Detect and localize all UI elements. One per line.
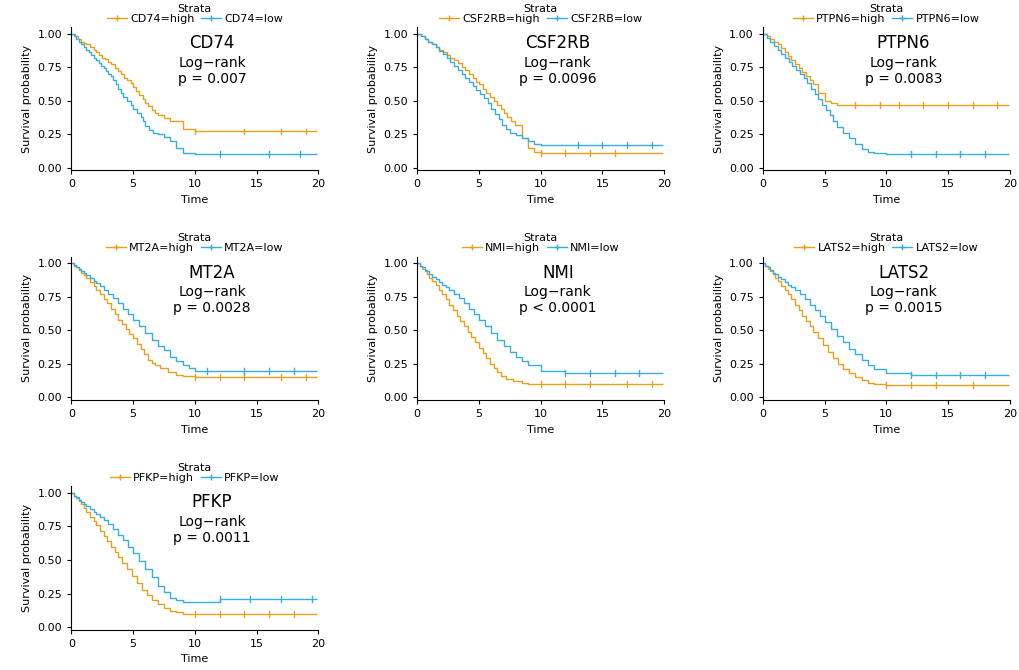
Y-axis label: Survival probability: Survival probability (368, 44, 377, 153)
Text: Log−rank
p = 0.0011: Log−rank p = 0.0011 (173, 515, 251, 545)
X-axis label: Time: Time (181, 195, 208, 205)
X-axis label: Time: Time (872, 425, 899, 435)
Text: LATS2: LATS2 (877, 264, 928, 281)
Text: Log−rank
p = 0.0015: Log−rank p = 0.0015 (864, 285, 942, 316)
Legend: CSF2RB=high, CSF2RB=low: CSF2RB=high, CSF2RB=low (438, 3, 642, 23)
Y-axis label: Survival probability: Survival probability (713, 274, 722, 383)
Text: Log−rank
p < 0.0001: Log−rank p < 0.0001 (519, 285, 596, 316)
Text: Log−rank
p = 0.0096: Log−rank p = 0.0096 (519, 56, 596, 86)
Text: Log−rank
p = 0.0083: Log−rank p = 0.0083 (864, 56, 942, 86)
Legend: PTPN6=high, PTPN6=low: PTPN6=high, PTPN6=low (792, 3, 979, 23)
Legend: PFKP=high, PFKP=low: PFKP=high, PFKP=low (110, 463, 279, 483)
Text: MT2A: MT2A (189, 264, 235, 281)
Y-axis label: Survival probability: Survival probability (22, 274, 32, 383)
Text: CD74: CD74 (190, 34, 234, 52)
Text: NMI: NMI (541, 264, 574, 281)
X-axis label: Time: Time (527, 195, 553, 205)
Y-axis label: Survival probability: Survival probability (713, 44, 722, 153)
X-axis label: Time: Time (872, 195, 899, 205)
Legend: MT2A=high, MT2A=low: MT2A=high, MT2A=low (106, 233, 283, 253)
X-axis label: Time: Time (181, 655, 208, 665)
Text: Log−rank
p = 0.007: Log−rank p = 0.007 (177, 56, 247, 86)
Text: Log−rank
p = 0.0028: Log−rank p = 0.0028 (173, 285, 251, 316)
X-axis label: Time: Time (181, 425, 208, 435)
Legend: NMI=high, NMI=low: NMI=high, NMI=low (462, 233, 619, 253)
Y-axis label: Survival probability: Survival probability (22, 504, 32, 612)
Y-axis label: Survival probability: Survival probability (368, 274, 377, 383)
Text: CSF2RB: CSF2RB (525, 34, 590, 52)
Legend: CD74=high, CD74=low: CD74=high, CD74=low (106, 3, 283, 23)
Y-axis label: Survival probability: Survival probability (22, 44, 32, 153)
X-axis label: Time: Time (527, 425, 553, 435)
Text: PTPN6: PTPN6 (876, 34, 929, 52)
Text: PFKP: PFKP (192, 493, 232, 511)
Legend: LATS2=high, LATS2=low: LATS2=high, LATS2=low (794, 233, 977, 253)
